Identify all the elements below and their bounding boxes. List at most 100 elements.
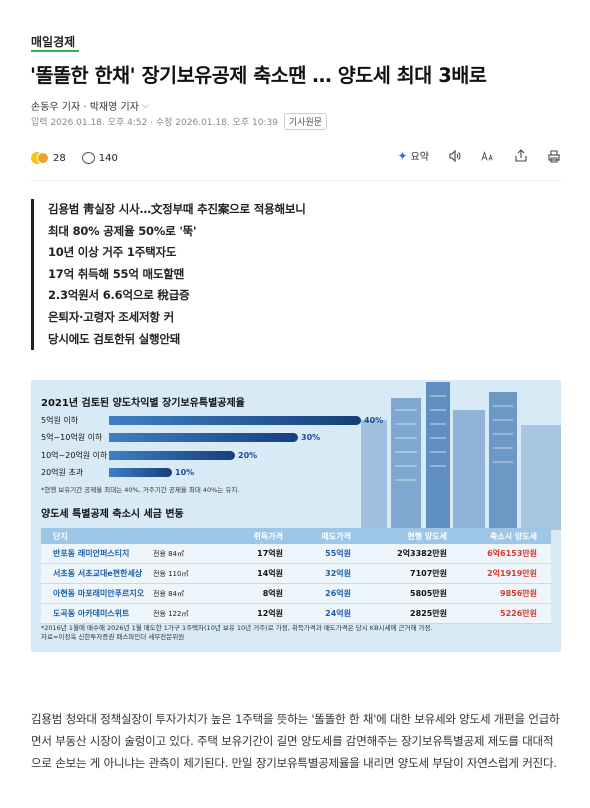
toolbar-divider [31, 180, 561, 181]
subhead-line: 2.3억원서 6.6억으로 稅급증 [48, 288, 190, 303]
table-footnote-line: *2016년 1월에 매수해 2026년 1월 매도한 1가구 1주택자(10년… [41, 624, 433, 632]
complex-cell: 반포동 래미안퍼스티지 전용 84㎡ [41, 548, 213, 559]
share-button[interactable] [514, 148, 528, 163]
subhead-line: 17억 취득해 55억 매도할땐 [48, 266, 185, 281]
article-timestamp: 입력 2026.01.18. 오후 4:52 · 수정 2026.01.18. … [31, 118, 278, 128]
subhead-line: 10년 이상 거주 1주택자도 [48, 245, 177, 260]
table-row: 서초동 서초교대e편한세상 전용 110㎡ 14억원 32억원 7107만원 2억… [41, 564, 551, 584]
sell-price: 55억원 [325, 549, 351, 558]
sell-price: 26억원 [325, 589, 351, 598]
header-sell-price: 매도가격 [321, 531, 351, 541]
subhead-line: 최대 80% 공제율 50%로 '뚝' [48, 223, 197, 238]
table-row: 도곡동 아카데미스위트 전용 122㎡ 12억원 24억원 2825만원 5226… [41, 604, 551, 624]
subhead-line: 당시에도 검토한뒤 실행안돼 [48, 331, 181, 346]
table-row: 반포동 래미안퍼스티지 전용 84㎡ 17억원 55억원 2억3382만원 6억6… [41, 544, 551, 564]
bar [109, 433, 298, 442]
complex-name: 서초동 서초교대e편한세상 [53, 569, 143, 578]
table-source: 자료=이정옥 신한투자증권 패스파인더 세무전문위원 [41, 633, 185, 641]
sell-price: 32억원 [325, 569, 351, 578]
subhead-line: 김용범 靑실장 시사…文정부때 추진案으로 적용해보니 [48, 202, 306, 216]
buy-price: 14억원 [257, 569, 283, 578]
reaction-count: 28 [53, 152, 66, 164]
chart-footnote: *현행 보유기간 공제율 최대는 40%, 거주기간 공제율 최대 40%는 유… [41, 486, 240, 494]
complex-cell: 서초동 서초교대e편한세상 전용 110㎡ [41, 568, 213, 579]
reaction-emoji-icon [31, 151, 49, 165]
sparkle-icon: ✦ [397, 148, 408, 163]
complex-size: 전용 122㎡ [153, 609, 189, 618]
listen-button[interactable] [448, 149, 462, 163]
speaker-icon [449, 149, 461, 162]
press-underline [31, 50, 79, 52]
bar-row: 10억~20억원 이하 20% [41, 447, 257, 463]
reaction-button[interactable]: 28 [31, 151, 66, 165]
table-footnote: *2016년 1월에 매수해 2026년 1월 매도한 1가구 1주택자(10년… [41, 624, 433, 642]
current-tax: 2825만원 [410, 609, 447, 618]
table-row: 아현동 마포래미안푸르지오 전용 84㎡ 8억원 26억원 5805만원 9856… [41, 584, 551, 604]
table-header-row: 단지 취득가격 매도가격 현행 양도세 축소시 양도세 [41, 528, 551, 544]
chevron-down-icon[interactable]: ⌵ [141, 100, 149, 111]
byline-reporters[interactable]: 손동우 기자 · 박재영 기자 [31, 102, 139, 113]
bar-value-label: 30% [301, 433, 321, 442]
bar-category-label: 5억원 이하 [41, 415, 79, 425]
sell-price: 24억원 [325, 609, 351, 618]
bar-value-label: 40% [364, 415, 384, 425]
comment-button[interactable]: 140 [81, 152, 118, 164]
article-figure[interactable]: 2021년 검토된 양도차익별 장기보유특별공제율 5억원 이하 40% 5억~10… [31, 380, 561, 652]
comment-count: 140 [98, 152, 118, 164]
press-name[interactable]: 매일경제 [31, 35, 76, 49]
print-button[interactable] [547, 149, 561, 163]
bar-category-label: 5억~10억원 이하 [41, 433, 103, 442]
current-tax: 7107만원 [410, 569, 447, 578]
byline[interactable]: 손동우 기자 · 박재영 기자 ⌵ [31, 98, 149, 114]
header-complex: 단지 [53, 531, 68, 541]
print-icon [548, 150, 560, 162]
complex-size: 전용 84㎡ [153, 549, 185, 558]
article-headline: '똘똘한 한채' 장기보유공제 축소땐 … 양도세 최대 3배로 [30, 64, 487, 87]
summary-label: 요약 [410, 152, 429, 163]
font-size-button[interactable] [481, 149, 495, 163]
share-icon [515, 148, 527, 162]
complex-name: 반포동 래미안퍼스티지 [53, 549, 130, 558]
font-size-icon [481, 150, 493, 161]
article-body: 김용범 청와대 정책실장이 투자가치가 높은 1주택을 뜻하는 '똘똘한 한 채… [31, 712, 560, 770]
bar-category-label: 20억원 초과 [41, 468, 84, 477]
bar-value-label: 10% [175, 468, 195, 477]
bar-row: 5억~10억원 이하 30% [41, 430, 320, 446]
article-meta: 입력 2026.01.18. 오후 4:52 · 수정 2026.01.18. … [31, 113, 328, 130]
header-current-tax: 현행 양도세 [407, 531, 447, 541]
reduced-tax: 6억6153만원 [487, 549, 537, 558]
bar-category-label: 10억~20억원 이하 [41, 450, 108, 460]
header-buy-price: 취득가격 [253, 531, 283, 541]
bar-row: 5억원 이하 40% [41, 412, 383, 428]
complex-cell: 아현동 마포래미안푸르지오 전용 84㎡ [41, 588, 213, 599]
article-toolbar: 28 140 ✦ 요약 [31, 148, 561, 168]
toolbar-right: ✦ 요약 [398, 148, 561, 163]
header-reduced-tax: 축소시 양도세 [490, 531, 537, 541]
complex-name: 도곡동 아카데미스위트 [53, 609, 130, 618]
bar-row: 20억원 초과 10% [41, 465, 194, 481]
original-article-button[interactable]: 기사원문 [283, 113, 328, 130]
reduced-tax: 2억1919만원 [487, 569, 537, 578]
subhead-line: 은퇴자·고령자 조세저항 커 [48, 309, 174, 324]
comment-icon [81, 152, 95, 164]
bar [109, 450, 235, 460]
complex-cell: 도곡동 아카데미스위트 전용 122㎡ [41, 608, 213, 619]
buy-price: 12억원 [257, 609, 283, 618]
table-title: 양도세 특별공제 축소시 세금 변동 [41, 509, 184, 520]
article-subheads: 김용범 靑실장 시사…文정부때 추진案으로 적용해보니 최대 80% 공제율 5… [31, 199, 561, 351]
chart-title: 2021년 검토된 양도차익별 장기보유특별공제율 [41, 398, 245, 409]
reduced-tax: 5226만원 [500, 609, 537, 618]
current-tax: 2억3382만원 [397, 549, 447, 558]
buy-price: 17억원 [257, 549, 283, 558]
bar-value-label: 20% [238, 450, 258, 460]
complex-size: 전용 110㎡ [153, 569, 189, 578]
complex-name: 아현동 마포래미안푸르지오 [53, 589, 145, 598]
summary-button[interactable]: ✦ 요약 [397, 148, 429, 164]
bar [109, 468, 172, 477]
current-tax: 5805만원 [410, 589, 447, 598]
bar [109, 415, 361, 425]
complex-size: 전용 84㎡ [153, 589, 185, 598]
buy-price: 8억원 [262, 589, 283, 598]
reduced-tax: 9856만원 [500, 589, 537, 598]
